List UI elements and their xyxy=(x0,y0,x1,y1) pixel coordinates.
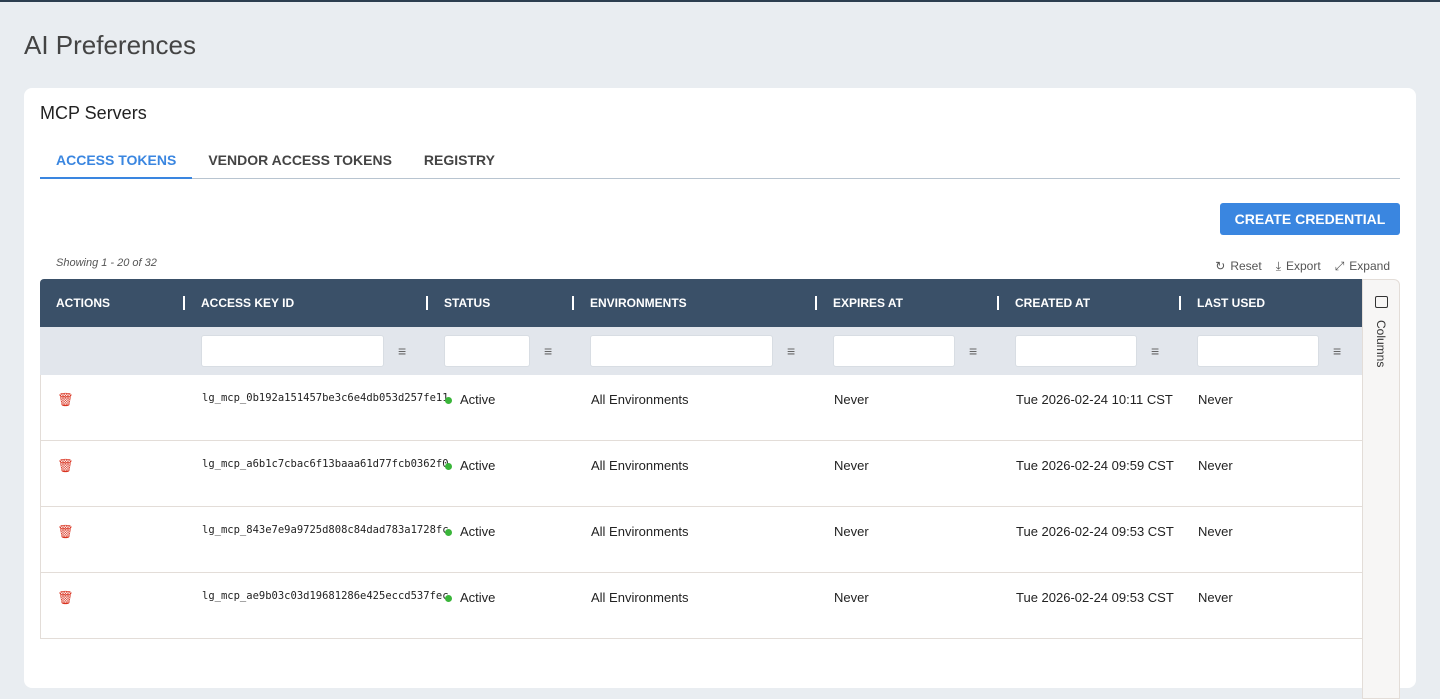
environments-filter-input[interactable] xyxy=(590,335,773,367)
expires-cell: Never xyxy=(834,392,869,407)
tab-registry[interactable]: REGISTRY xyxy=(423,152,495,168)
filter-cell: ≡ xyxy=(817,327,999,375)
trash-icon[interactable]: 🗑 xyxy=(57,524,74,539)
header-actions[interactable]: ACTIONS xyxy=(40,279,185,327)
reset-icon: ↻ xyxy=(1215,259,1226,273)
trash-icon[interactable]: 🗑 xyxy=(57,392,74,407)
status-dot-icon xyxy=(445,595,452,603)
header-expires-at[interactable]: EXPIRES AT xyxy=(817,279,999,327)
header-status[interactable]: STATUS xyxy=(428,279,574,327)
export-button[interactable]: ⤓ Export xyxy=(1276,259,1321,274)
header-created-at[interactable]: CREATED AT xyxy=(999,279,1181,327)
filter-icon[interactable]: ≡ xyxy=(1151,343,1160,359)
header-environments[interactable]: ENVIRONMENTS xyxy=(574,279,817,327)
section-title: MCP Servers xyxy=(40,103,147,123)
access-key-filter-input[interactable] xyxy=(201,335,384,367)
expand-icon: ⤢ xyxy=(1334,259,1345,273)
tab-vendor-access-tokens[interactable]: VENDOR ACCESS TOKENS xyxy=(208,152,392,168)
created-cell: Tue 2026-02-24 09:59 CST xyxy=(1016,458,1174,473)
tab-access-tokens[interactable]: ACCESS TOKENS xyxy=(40,150,193,179)
header-last-used[interactable]: LAST USED xyxy=(1197,296,1266,310)
reset-button[interactable]: ↻ Reset xyxy=(1215,259,1261,274)
page-title: AI Preferences xyxy=(24,30,196,60)
expires-cell: Never xyxy=(834,524,869,539)
status-filter-input[interactable] xyxy=(444,335,530,367)
status-text: Active xyxy=(460,392,496,407)
table-row: 🗑 lg_mcp_ae9b03c03d19681286e425eccd537fe… xyxy=(40,573,1362,639)
download-icon: ⤓ xyxy=(1275,259,1281,273)
last-used-cell: Never xyxy=(1198,458,1233,473)
last-used-cell: Never xyxy=(1198,590,1233,605)
status-text: Active xyxy=(460,524,496,539)
status-cell: Active xyxy=(429,375,575,440)
status-cell: Active xyxy=(429,441,575,506)
status-dot-icon xyxy=(445,529,452,537)
filter-icon[interactable]: ≡ xyxy=(398,343,407,359)
filter-empty xyxy=(40,327,185,375)
created-cell: Tue 2026-02-24 09:53 CST xyxy=(1016,590,1174,605)
expand-label: Expand xyxy=(1349,259,1390,273)
mcp-servers-card: MCP Servers ACCESS TOKENS VENDOR ACCESS … xyxy=(24,88,1416,699)
table-row: 🗑 lg_mcp_a6b1c7cbac6f13baaa61d77fcb0362f… xyxy=(40,441,1362,507)
access-key-id: lg_mcp_843e7e9a9725d808c84dad783a1728fc xyxy=(202,524,449,536)
environments-cell: All Environments xyxy=(591,590,689,605)
last-used-filter-input[interactable] xyxy=(1197,335,1319,367)
trash-icon[interactable]: 🗑 xyxy=(57,458,74,473)
table-toolbar: ↻ Reset ⤓ Export ⤢ Expand xyxy=(1215,259,1390,274)
create-credential-button[interactable]: CREATE CREDENTIAL xyxy=(1220,203,1400,235)
filter-cell: ≡ xyxy=(1181,327,1362,375)
filter-icon[interactable]: ≡ xyxy=(787,343,796,359)
pagination-summary: Showing 1 - 20 of 32 xyxy=(56,257,157,269)
status-cell: Active xyxy=(429,573,575,638)
trash-icon[interactable]: 🗑 xyxy=(57,590,74,605)
expires-filter-input[interactable] xyxy=(833,335,955,367)
filter-cell: ≡ xyxy=(428,327,574,375)
access-key-id: lg_mcp_ae9b03c03d19681286e425eccd537fec xyxy=(202,590,449,602)
filter-icon[interactable]: ≡ xyxy=(1333,343,1342,359)
last-used-cell: Never xyxy=(1198,392,1233,407)
reset-label: Reset xyxy=(1230,259,1262,273)
expand-button[interactable]: ⤢ Expand xyxy=(1335,259,1390,274)
expires-cell: Never xyxy=(834,590,869,605)
access-key-id: lg_mcp_0b192a151457be3c6e4db053d257fe11 xyxy=(202,392,449,404)
filter-row: ≡ ≡ ≡ ≡ ≡ ≡ xyxy=(40,327,1362,375)
created-cell: Tue 2026-02-24 09:53 CST xyxy=(1016,524,1174,539)
environments-cell: All Environments xyxy=(591,524,689,539)
header-access-key-id[interactable]: ACCESS KEY ID xyxy=(185,279,428,327)
filter-icon[interactable]: ≡ xyxy=(544,343,553,359)
table-header: ACTIONS ACCESS KEY ID STATUS ENVIRONMENT… xyxy=(40,279,1362,327)
last-used-cell: Never xyxy=(1198,524,1233,539)
status-dot-icon xyxy=(445,397,452,405)
columns-icon xyxy=(1375,296,1388,308)
filter-cell: ≡ xyxy=(574,327,817,375)
tab-bar: ACCESS TOKENS VENDOR ACCESS TOKENS REGIS… xyxy=(40,150,1400,179)
access-key-id: lg_mcp_a6b1c7cbac6f13baaa61d77fcb0362f0 xyxy=(202,458,449,470)
table-row: 🗑 lg_mcp_0b192a151457be3c6e4db053d257fe1… xyxy=(40,375,1362,441)
filter-cell: ≡ xyxy=(999,327,1181,375)
environments-cell: All Environments xyxy=(591,392,689,407)
created-filter-input[interactable] xyxy=(1015,335,1137,367)
status-dot-icon xyxy=(445,463,452,471)
filter-icon[interactable]: ≡ xyxy=(969,343,978,359)
export-label: Export xyxy=(1286,259,1321,273)
access-tokens-table: ACTIONS ACCESS KEY ID STATUS ENVIRONMENT… xyxy=(40,279,1362,639)
created-cell: Tue 2026-02-24 10:11 CST xyxy=(1016,392,1173,407)
columns-panel-toggle[interactable]: Columns xyxy=(1362,279,1400,699)
status-cell: Active xyxy=(429,507,575,572)
environments-cell: All Environments xyxy=(591,458,689,473)
table-row: 🗑 lg_mcp_843e7e9a9725d808c84dad783a1728f… xyxy=(40,507,1362,573)
status-text: Active xyxy=(460,458,496,473)
columns-label: Columns xyxy=(1374,320,1388,368)
expires-cell: Never xyxy=(834,458,869,473)
filter-cell: ≡ xyxy=(185,327,428,375)
status-text: Active xyxy=(460,590,496,605)
